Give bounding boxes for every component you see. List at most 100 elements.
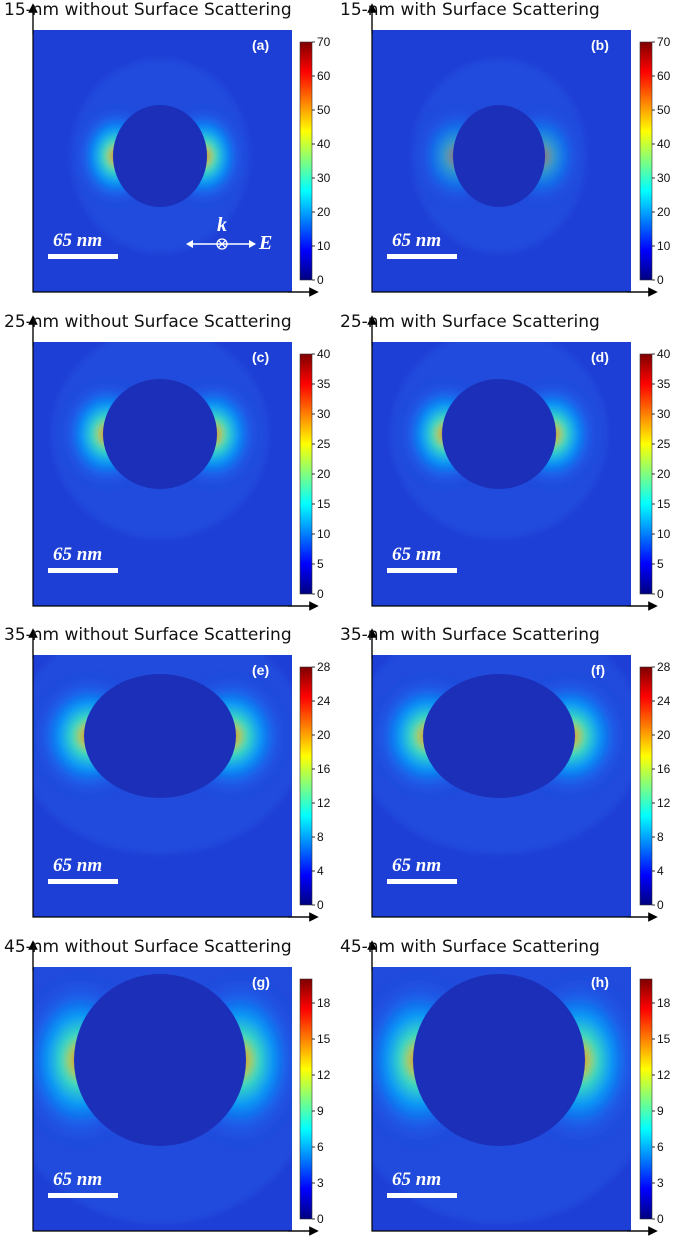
colorbar-tick-label: 0 [657,898,664,912]
panel-c [28,315,319,611]
panel-label: (g) [252,974,270,990]
colorbar [299,978,313,1220]
panel-title: 25-nm with Surface Scattering [340,312,600,332]
k-vector-label: k [217,214,227,236]
scale-bar-label: 65 nm [53,230,103,251]
colorbar-tick-label: 70 [317,35,331,49]
axis-lines [32,10,312,293]
colorbar-tick-label: 30 [317,171,331,185]
colorbar-tick-label: 60 [657,69,671,83]
scale-bar-label: 65 nm [392,855,442,876]
panel-title: 25-nm without Surface Scattering [4,312,292,332]
panel-e [28,628,319,922]
colorbar-tick-label: 0 [657,273,664,287]
colorbar-tick-label: 3 [317,1176,324,1190]
colorbar-tick-label: 5 [317,557,324,571]
colorbar-tick-label: 12 [657,1068,671,1082]
nanoparticle [103,379,217,489]
panel-h [367,940,658,1236]
colorbar-tick-label: 20 [317,728,331,742]
axis-lines [32,947,312,1232]
scale-bar [48,879,118,884]
scale-bar-label: 65 nm [392,230,442,251]
panel-label: (a) [252,37,270,53]
colorbar [299,41,313,281]
colorbar-tick-label: 12 [657,796,671,810]
axis-lines [371,10,651,293]
scale-bar [387,879,457,884]
colorbar-tick-label: 0 [657,587,664,601]
panel-g [28,940,319,1236]
panel-label: (b) [591,37,609,53]
polarization-indicator [186,238,256,250]
colorbar [639,41,653,281]
e-field-label: E [259,232,273,254]
colorbar-tick-label: 10 [657,239,671,253]
colorbar-tick-label: 5 [657,557,664,571]
axis-lines [371,635,651,918]
colorbar-tick-label: 30 [657,171,671,185]
colorbar-tick-label: 35 [657,377,671,391]
panel-title: 35-nm without Surface Scattering [4,625,292,645]
colorbar-tick-label: 20 [317,467,331,481]
panel-b [367,3,658,297]
colorbar-tick-label: 18 [317,996,331,1010]
colorbar-tick-label: 10 [657,527,671,541]
colorbar-tick-label: 0 [317,1212,324,1226]
colorbar-tick-label: 9 [657,1104,664,1118]
scale-bar [387,1193,457,1198]
axis-lines [371,947,651,1232]
colorbar-tick-label: 35 [317,377,331,391]
scale-bar [48,568,118,573]
axis-lines [371,322,651,607]
panel-label: (c) [252,349,270,365]
colorbar-tick-label: 0 [317,898,324,912]
nanoparticle [74,974,246,1146]
panel-label: (f) [591,662,605,678]
colorbar-tick-label: 40 [657,137,671,151]
colorbar-tick-label: 15 [657,1032,671,1046]
panel-label: (h) [591,974,609,990]
panel-title: 45-nm with Surface Scattering [340,937,600,957]
colorbar-tick-label: 25 [657,437,671,451]
colorbar [639,353,653,595]
colorbar-tick-label: 24 [317,694,331,708]
colorbar-tick-label: 3 [657,1176,664,1190]
nanoparticle [453,105,545,207]
scale-bar-label: 65 nm [53,855,103,876]
colorbar-tick-label: 28 [317,660,331,674]
nanoparticle [423,674,575,798]
colorbar-tick-label: 28 [657,660,671,674]
panel-title: 15-nm without Surface Scattering [4,0,292,20]
colorbar-tick-label: 15 [317,497,331,511]
colorbar [639,978,653,1220]
colorbar-tick-label: 20 [317,205,331,219]
scale-bar [387,568,457,573]
panel-title: 15-nm with Surface Scattering [340,0,600,20]
colorbar-tick-label: 40 [317,347,331,361]
colorbar-tick-label: 20 [657,467,671,481]
colorbar-tick-label: 25 [317,437,331,451]
scale-bar [48,254,118,259]
scale-bar [387,254,457,259]
nanoparticle [442,379,556,489]
colorbar-tick-label: 0 [317,273,324,287]
panel-label: (e) [252,662,270,678]
colorbar-tick-label: 30 [317,407,331,421]
colorbar-tick-label: 8 [317,830,324,844]
scale-bar-label: 65 nm [53,1169,103,1190]
colorbar-tick-label: 10 [317,527,331,541]
colorbar-tick-label: 60 [317,69,331,83]
nanoparticle [413,974,585,1146]
colorbar-tick-label: 8 [657,830,664,844]
colorbar-tick-label: 4 [317,864,324,878]
colorbar [639,666,653,906]
colorbar-tick-label: 40 [657,347,671,361]
colorbar-tick-label: 15 [657,497,671,511]
colorbar-tick-label: 4 [657,864,664,878]
colorbar-tick-label: 9 [317,1104,324,1118]
panel-a [28,3,319,297]
colorbar-tick-label: 16 [657,762,671,776]
axis-lines [32,322,312,607]
